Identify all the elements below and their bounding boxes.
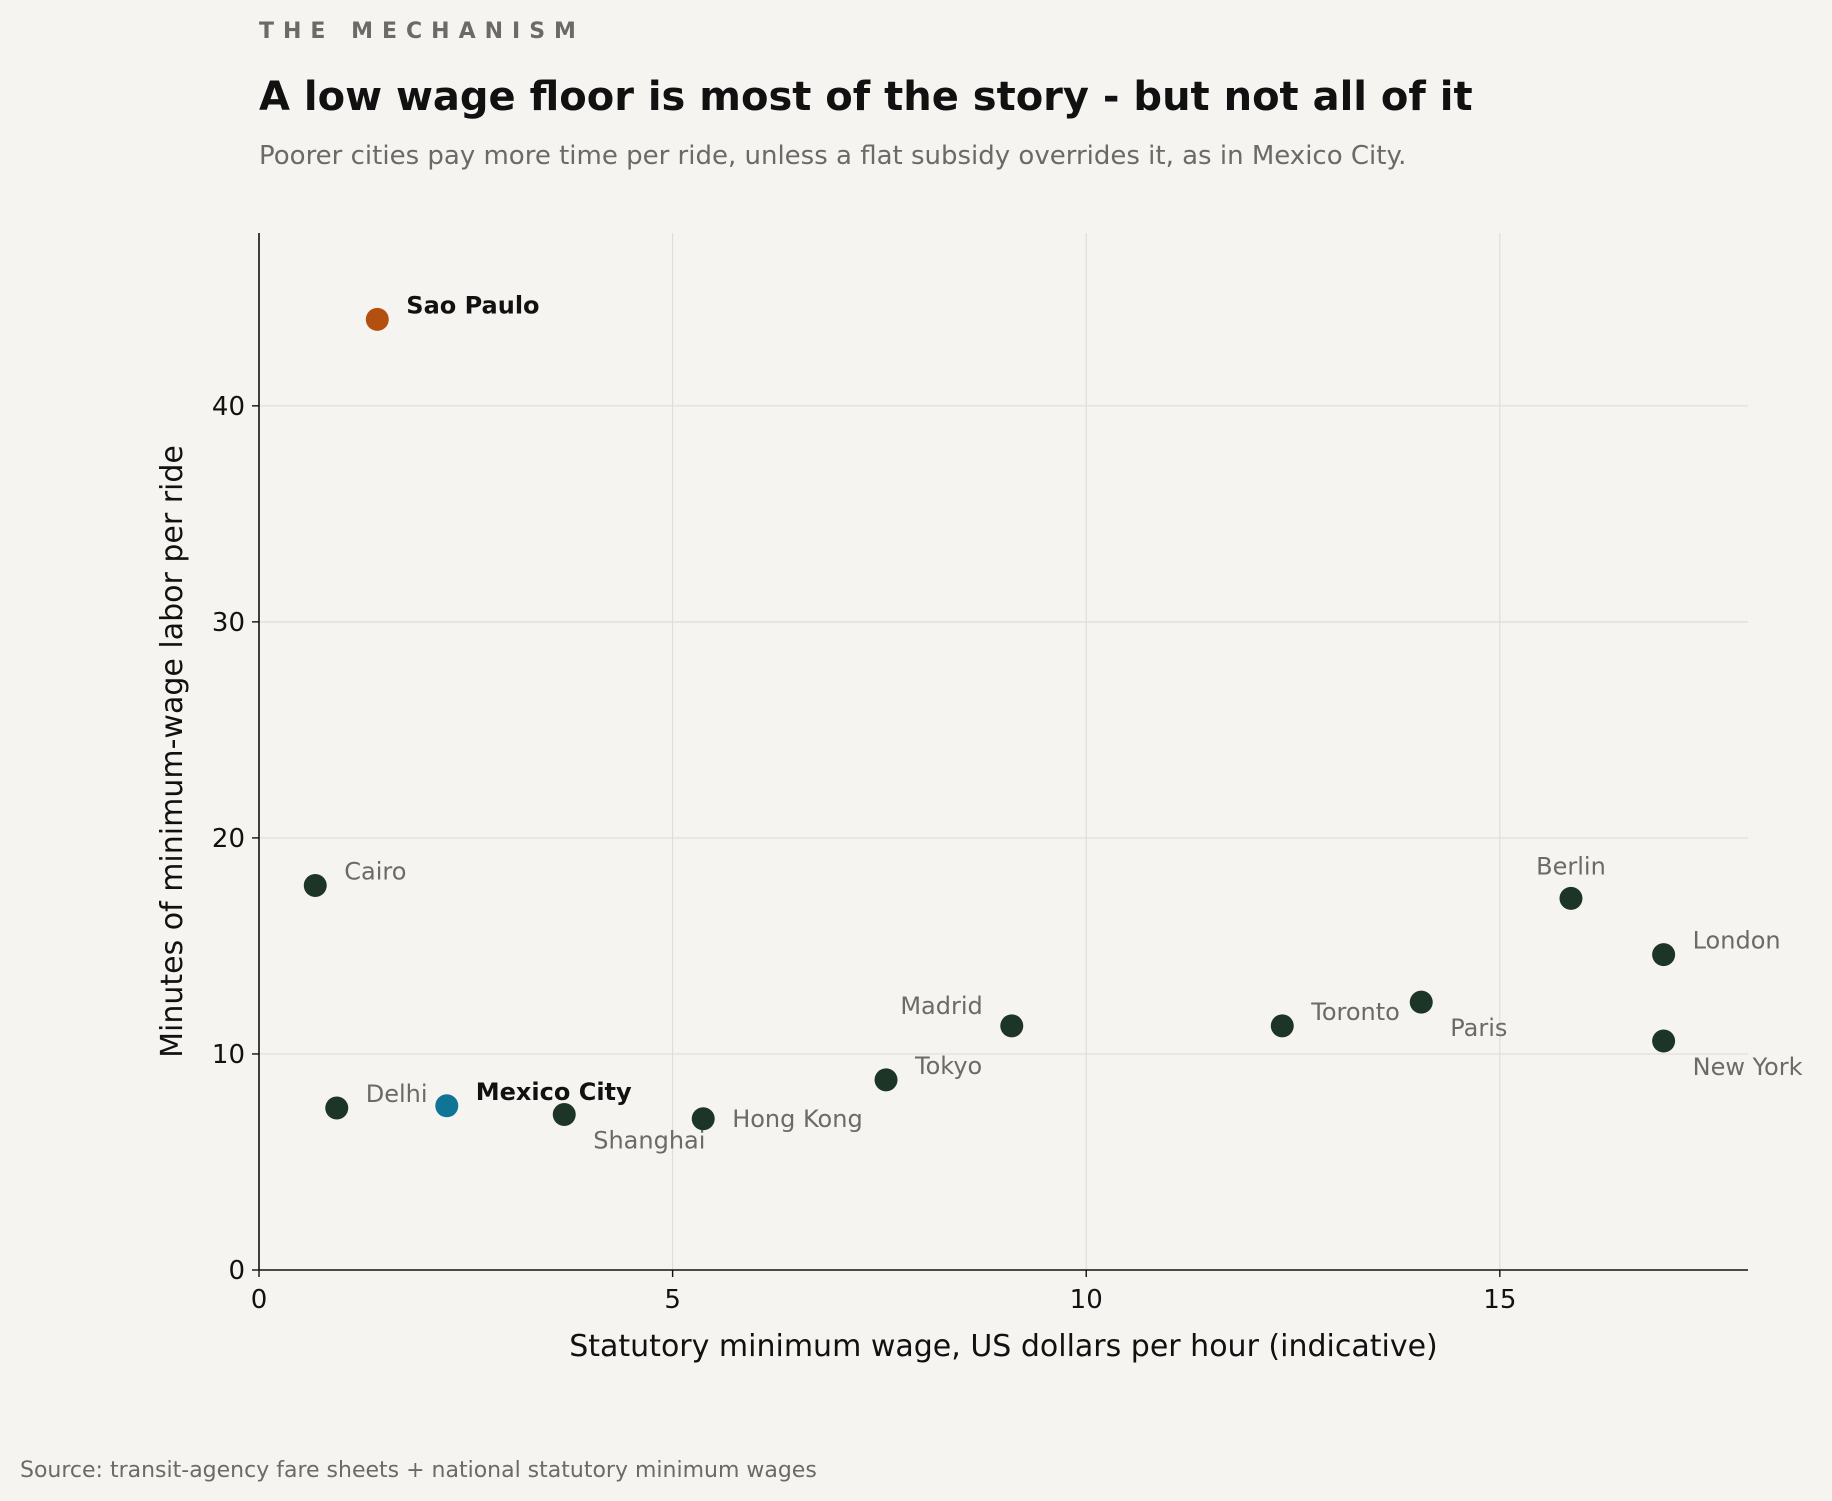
point-madrid — [1000, 1014, 1024, 1038]
source-note: Source: transit-agency fare sheets + nat… — [20, 1458, 817, 1483]
x-tick-label: 10 — [1070, 1285, 1103, 1315]
point-delhi — [325, 1096, 349, 1120]
y-tick-label: 0 — [228, 1256, 245, 1286]
axes — [252, 233, 1748, 1277]
x-tick-label: 15 — [1483, 1285, 1516, 1315]
label-tokyo: Tokyo — [914, 1052, 982, 1080]
point-sao-paulo — [365, 307, 389, 331]
x-axis-label: Statutory minimum wage, US dollars per h… — [569, 1329, 1438, 1364]
chart-subtitle: Poorer cities pay more time per ride, un… — [259, 141, 1406, 171]
point-shanghai — [552, 1102, 576, 1126]
point-berlin — [1559, 886, 1583, 910]
chart-kicker: THE MECHANISM — [259, 19, 585, 44]
label-delhi: Delhi — [366, 1080, 428, 1108]
label-berlin: Berlin — [1536, 852, 1606, 880]
data-points — [303, 307, 1676, 1131]
label-hong-kong: Hong Kong — [732, 1105, 862, 1133]
label-paris: Paris — [1450, 1014, 1507, 1042]
label-mexico-city: Mexico City — [476, 1078, 632, 1106]
point-paris — [1409, 990, 1433, 1014]
y-tick-label: 10 — [212, 1040, 245, 1070]
point-new-york — [1652, 1029, 1676, 1053]
label-toronto: Toronto — [1310, 998, 1400, 1026]
point-cairo — [303, 873, 327, 897]
point-toronto — [1270, 1014, 1294, 1038]
tick-labels: 0 5 10 15 0 10 20 30 40 — [212, 392, 1516, 1315]
point-london — [1652, 943, 1676, 967]
y-tick-label: 40 — [212, 392, 245, 422]
label-sao-paulo: Sao Paulo — [406, 291, 539, 319]
label-new-york: New York — [1693, 1053, 1803, 1081]
point-mexico-city — [435, 1094, 459, 1118]
point-tokyo — [874, 1068, 898, 1092]
chart-title: A low wage floor is most of the story - … — [259, 74, 1473, 120]
x-tick-label: 0 — [251, 1285, 268, 1315]
y-axis-label: Minutes of minimum-wage labor per ride — [155, 445, 190, 1058]
y-tick-label: 20 — [212, 824, 245, 854]
gridlines — [259, 233, 1748, 1270]
point-hong-kong — [691, 1107, 715, 1131]
point-labels: Sao Paulo Cairo Delhi Mexico City Shanghai Ho… — [344, 291, 1802, 1154]
x-tick-label: 5 — [664, 1285, 681, 1315]
label-london: London — [1693, 927, 1781, 955]
label-madrid: Madrid — [900, 992, 982, 1020]
label-shanghai: Shanghai — [593, 1126, 705, 1154]
label-cairo: Cairo — [344, 857, 406, 885]
y-tick-label: 30 — [212, 608, 245, 638]
